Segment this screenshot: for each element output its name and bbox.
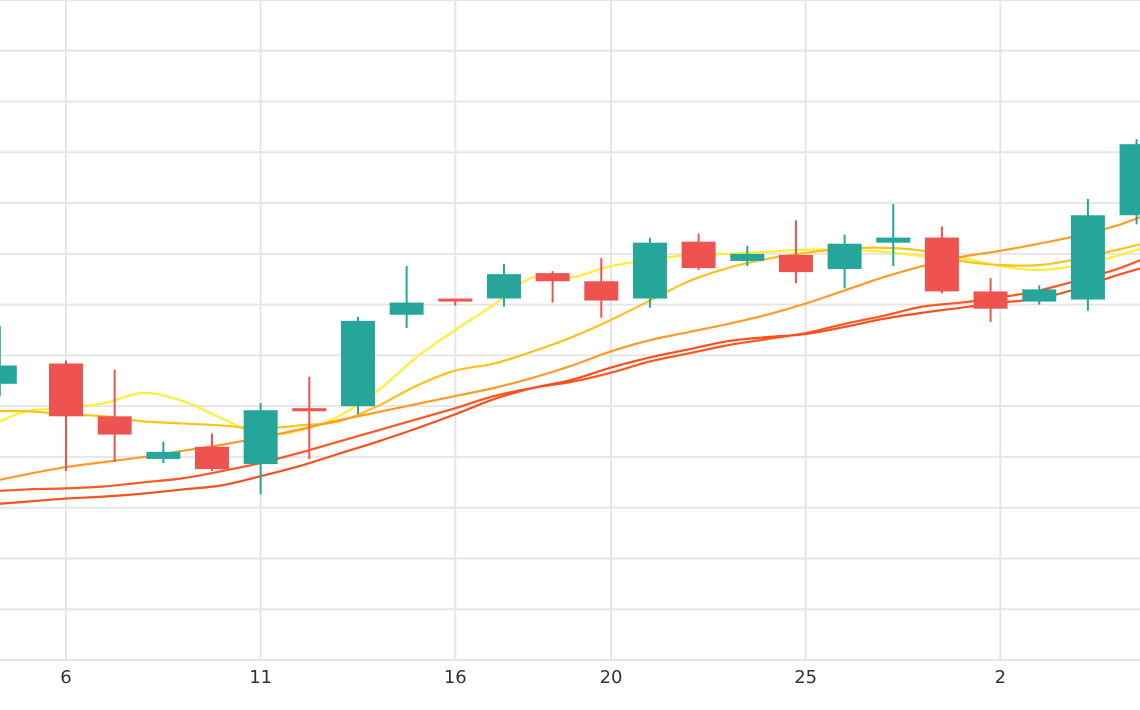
candle bbox=[681, 233, 716, 271]
candle bbox=[389, 266, 424, 328]
candle bbox=[0, 325, 17, 396]
candle-body bbox=[535, 273, 570, 282]
x-tick-label: 16 bbox=[444, 667, 467, 688]
candle bbox=[1119, 139, 1140, 225]
candle bbox=[340, 316, 375, 415]
candle bbox=[924, 226, 959, 294]
x-tick-label: 25 bbox=[794, 667, 817, 688]
candle-body bbox=[924, 237, 959, 292]
candle-body bbox=[1119, 144, 1140, 216]
candle-body bbox=[0, 365, 17, 384]
candle bbox=[632, 237, 667, 308]
candle-body bbox=[681, 241, 716, 269]
candle bbox=[438, 298, 473, 306]
candle bbox=[194, 433, 229, 472]
candle-body bbox=[876, 237, 911, 243]
candle bbox=[827, 234, 862, 289]
grid bbox=[0, 0, 1140, 661]
candle-body bbox=[97, 416, 132, 435]
candle bbox=[1022, 285, 1057, 305]
candle-body bbox=[730, 253, 765, 261]
moving-average-line-5 bbox=[0, 267, 1140, 505]
candle bbox=[973, 278, 1008, 322]
candle-body bbox=[292, 408, 327, 412]
candle bbox=[97, 369, 132, 462]
candle-body bbox=[194, 446, 229, 470]
candle bbox=[1070, 199, 1105, 311]
candle bbox=[49, 360, 83, 472]
candle-body bbox=[584, 281, 619, 301]
candle-body bbox=[778, 254, 813, 273]
candle-body bbox=[486, 274, 521, 299]
x-tick-label: 6 bbox=[60, 667, 71, 688]
candle-body bbox=[827, 243, 862, 270]
candle bbox=[778, 220, 813, 284]
x-tick-label: 20 bbox=[600, 667, 623, 688]
candle-body bbox=[146, 451, 181, 459]
candle bbox=[486, 264, 521, 307]
candle bbox=[243, 403, 278, 495]
candles bbox=[0, 139, 1140, 495]
candle-body bbox=[243, 410, 278, 465]
candle bbox=[730, 245, 765, 267]
candle-body bbox=[632, 242, 667, 299]
candle bbox=[876, 204, 911, 267]
moving-average-line-3 bbox=[0, 216, 1140, 481]
candle-body bbox=[1022, 289, 1057, 302]
x-tick-label: 11 bbox=[249, 667, 272, 688]
candle bbox=[535, 271, 570, 303]
moving-average-line-4 bbox=[0, 259, 1140, 492]
x-axis-ticks: 6 11 16 20 25 2 bbox=[60, 667, 1006, 688]
candle-body bbox=[389, 302, 424, 315]
candle-body bbox=[973, 291, 1008, 309]
candle bbox=[584, 257, 619, 318]
moving-average-line-2 bbox=[0, 243, 1140, 430]
candle-body bbox=[49, 363, 83, 417]
candle-body bbox=[340, 320, 375, 407]
candle-body bbox=[438, 298, 473, 302]
candle bbox=[292, 376, 327, 459]
x-tick-label: 2 bbox=[995, 667, 1006, 688]
moving-average-lines bbox=[0, 216, 1140, 505]
candle-body bbox=[1070, 215, 1105, 300]
candle bbox=[146, 441, 181, 464]
